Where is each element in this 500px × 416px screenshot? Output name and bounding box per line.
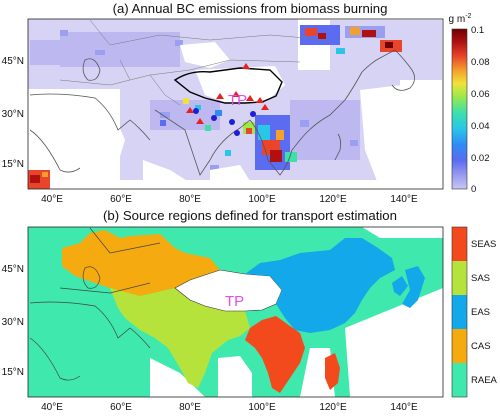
svg-text:45°N: 45°N (2, 264, 24, 275)
tibetan-plateau-outline (173, 67, 283, 104)
region-eas (245, 238, 395, 333)
region-cas (62, 230, 220, 296)
coastlines-b (29, 227, 161, 381)
panel-b-map: TP 45°N 30°N 15°N 40°E 60°E 80°E 100°E 1… (2, 226, 498, 413)
northeast-china-hotspot (300, 25, 402, 54)
legend-label-eas: EAS (471, 307, 490, 318)
legend-label-seas: SEAS (471, 239, 496, 250)
legend-label-cas: CAS (471, 341, 491, 352)
region-legend: SEAS SAS EAS CAS RAEA (451, 226, 498, 398)
y-axis-a: 45°N 30°N 15°N (2, 56, 24, 170)
svg-text:80°E: 80°E (179, 402, 201, 413)
legend-swatch-cas (452, 329, 467, 363)
svg-text:0.02: 0.02 (471, 153, 490, 164)
legend-label-sas: SAS (471, 273, 490, 284)
svg-text:100°E: 100°E (248, 194, 276, 205)
svg-text:140°E: 140°E (390, 194, 418, 205)
panel-a-title: (a) Annual BC emissions from biomass bur… (112, 1, 388, 16)
coastlines (29, 49, 415, 176)
tp-label-a: TP (228, 92, 247, 109)
svg-text:0.1: 0.1 (471, 25, 484, 36)
svg-text:15°N: 15°N (2, 367, 24, 378)
svg-text:30°N: 30°N (2, 317, 24, 328)
svg-text:0.04: 0.04 (471, 121, 490, 132)
svg-text:0.06: 0.06 (471, 89, 490, 100)
svg-text:80°E: 80°E (179, 194, 201, 205)
region-seas (245, 316, 305, 393)
svg-text:40°E: 40°E (41, 194, 63, 205)
africa-hotspot (28, 170, 50, 189)
tp-label-b: TP (225, 293, 244, 310)
svg-text:0: 0 (471, 184, 476, 195)
colorbar: g m-2 0.1 0.08 0.06 0.04 0.02 0 (449, 13, 490, 195)
svg-text:30°N: 30°N (2, 109, 24, 120)
southeast-asia-hotspot (243, 115, 297, 170)
panel-a-map: TP 45°N 30°N 15°N 40°E 60°E 80°E 100°E 1… (2, 13, 490, 205)
legend-swatch-seas (452, 227, 467, 261)
svg-text:100°E: 100°E (248, 402, 276, 413)
svg-text:60°E: 60°E (110, 402, 132, 413)
svg-text:15°N: 15°N (2, 159, 24, 170)
colorbar-unit: g m-2 (449, 13, 472, 25)
svg-text:60°E: 60°E (110, 194, 132, 205)
svg-text:120°E: 120°E (319, 402, 347, 413)
x-axis-b: 40°E 60°E 80°E 100°E 120°E 140°E (41, 402, 418, 413)
legend-label-raea: RAEA (471, 375, 498, 386)
region-sas (110, 288, 250, 388)
legend-swatch-eas (452, 295, 467, 329)
svg-text:0.08: 0.08 (471, 57, 490, 68)
stations (186, 63, 269, 136)
legend-swatch-raea (452, 363, 467, 397)
svg-text:40°E: 40°E (41, 402, 63, 413)
svg-text:120°E: 120°E (319, 194, 347, 205)
y-axis-b: 45°N 30°N 15°N (2, 264, 24, 378)
x-axis-a: 40°E 60°E 80°E 100°E 120°E 140°E (41, 194, 418, 205)
svg-text:45°N: 45°N (2, 56, 24, 67)
svg-text:140°E: 140°E (390, 402, 418, 413)
panel-b-title: (b) Source regions defined for transport… (103, 208, 397, 223)
legend-swatch-sas (452, 261, 467, 295)
